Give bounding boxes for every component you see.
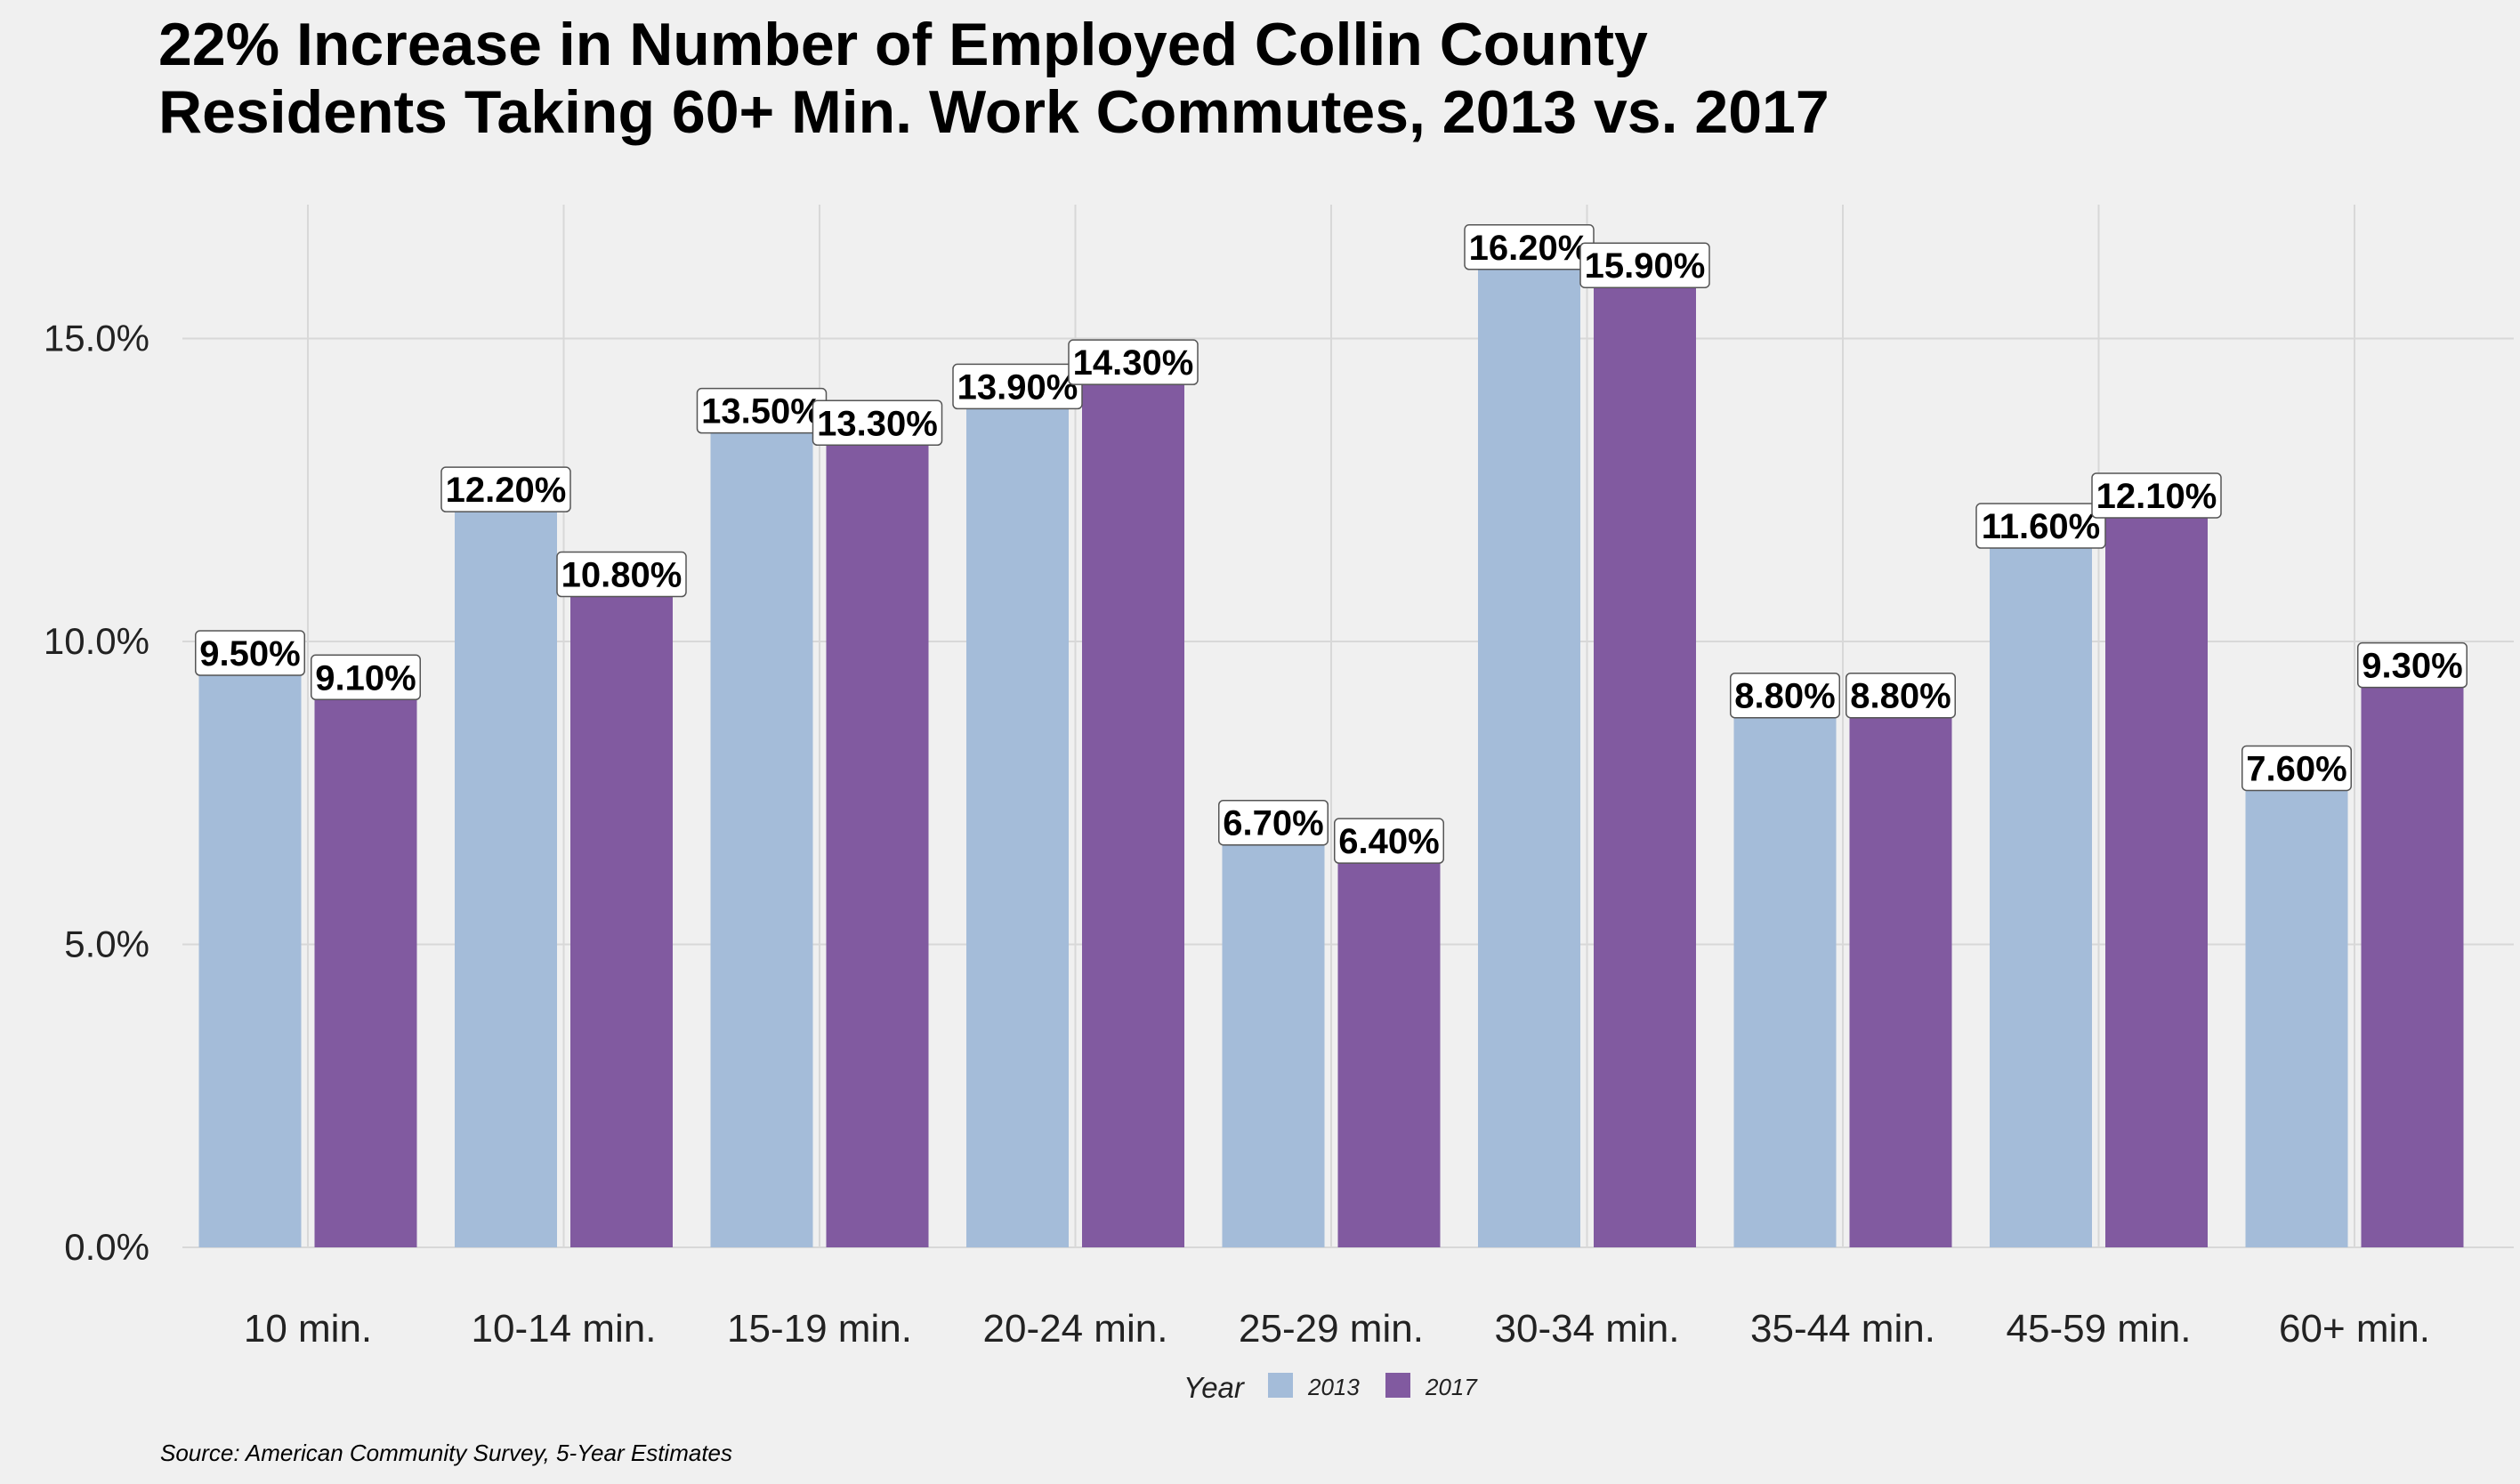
data-label-box	[952, 363, 1083, 410]
data-label-text: 9.30%	[2362, 647, 2462, 686]
data-label-text: 16.20%	[1469, 229, 1590, 268]
bar-2017	[826, 441, 929, 1247]
data-label-text: 8.80%	[1734, 677, 1835, 716]
data-label-text: 9.50%	[199, 634, 300, 673]
data-labels-group: 9.50% 9.10% 12.20% 10.80% 13.50%13.30% 13.90%…	[195, 224, 2468, 864]
x-tick-label: 20-24 min.	[983, 1307, 1168, 1351]
data-label-2013: 16.20%	[1464, 224, 1595, 270]
data-label-2017: 13.30%	[812, 399, 943, 447]
data-label-2017: 9.10%	[311, 654, 421, 701]
legend-label-2017: 2017	[1425, 1374, 1478, 1400]
bar-2013	[966, 405, 1069, 1247]
bars-group	[198, 265, 2464, 1248]
x-tick-label: 35-44 min.	[1750, 1307, 1935, 1351]
legend: Year 2013 2017	[1183, 1371, 1478, 1404]
data-label-text: 7.60%	[2246, 749, 2346, 788]
data-label-box	[2241, 745, 2352, 792]
data-label-2013: 13.90%	[952, 363, 1083, 410]
data-label-2013: 11.60%	[1975, 503, 2106, 549]
source-note: Source: American Community Survey, 5-Yea…	[160, 1440, 733, 1466]
bar-2013	[198, 672, 302, 1247]
y-tick-label: 10.0%	[44, 620, 149, 662]
y-tick-label: 15.0%	[44, 318, 149, 359]
data-label-2017: 8.80%	[1846, 672, 1956, 719]
x-tick-label: 45-59 min.	[2007, 1307, 2192, 1351]
data-label-text: 9.10%	[315, 658, 416, 698]
chart-title: 22% Increase in Number of Employed Colli…	[158, 11, 1829, 146]
bar-2017	[1849, 714, 1952, 1247]
bar-2017	[570, 593, 673, 1247]
x-tick-label: 60+ min.	[2279, 1307, 2430, 1351]
legend-label-2013: 2013	[1307, 1374, 1360, 1400]
bar-2017	[314, 696, 417, 1247]
data-label-box	[440, 466, 571, 512]
data-label-box	[1334, 818, 1444, 864]
bar-2017	[1594, 284, 1696, 1248]
data-label-text: 12.10%	[2096, 477, 2217, 516]
x-tick-label: 10 min.	[244, 1307, 372, 1351]
data-label-box	[2357, 641, 2468, 689]
legend-swatch-2013	[1268, 1373, 1293, 1398]
data-label-2017: 15.90%	[1579, 242, 1710, 288]
data-label-text: 13.90%	[957, 367, 1078, 407]
data-label-box	[195, 630, 305, 676]
bar-2017	[2105, 513, 2208, 1247]
bar-2017	[1082, 381, 1184, 1247]
data-label-box	[1730, 672, 1840, 719]
data-label-2017: 14.30%	[1068, 339, 1199, 385]
data-label-box	[1068, 339, 1199, 385]
data-label-2013: 6.70%	[1218, 799, 1329, 846]
data-label-text: 8.80%	[1850, 677, 1951, 716]
bar-2013	[710, 429, 813, 1247]
data-label-box	[1975, 503, 2106, 549]
data-label-text: 15.90%	[1585, 246, 1706, 286]
bar-2017	[2361, 683, 2464, 1247]
x-tick-label: 25-29 min.	[1239, 1307, 1424, 1351]
bar-2013	[1733, 714, 1837, 1247]
data-label-2013: 13.50%	[696, 387, 828, 434]
bar-2013	[2245, 786, 2348, 1247]
x-tick-label: 30-34 min.	[1495, 1307, 1680, 1351]
data-label-box	[1218, 799, 1329, 846]
chart-title-line-1: 22% Increase in Number of Employed Colli…	[158, 11, 1648, 78]
data-label-box	[556, 551, 687, 598]
data-label-text: 13.50%	[701, 392, 822, 431]
bar-2017	[1337, 859, 1441, 1247]
data-label-text: 14.30%	[1073, 343, 1194, 383]
data-label-text: 6.40%	[1338, 822, 1439, 861]
data-label-text: 13.30%	[817, 404, 938, 443]
bar-2013	[1478, 265, 1580, 1247]
bar-2013	[1990, 544, 2092, 1247]
data-label-box	[1846, 672, 1956, 719]
data-label-box	[311, 654, 421, 701]
data-label-text: 6.70%	[1223, 804, 1323, 843]
legend-swatch-2017	[1385, 1373, 1410, 1398]
data-label-box	[1579, 242, 1710, 288]
bar-2013	[455, 508, 557, 1247]
chart-title-line-2: Residents Taking 60+ Min. Work Commutes,…	[158, 78, 1829, 146]
data-label-2013: 9.50%	[195, 630, 305, 676]
data-label-box	[812, 399, 943, 447]
data-label-2013: 7.60%	[2241, 745, 2352, 792]
data-label-text: 10.80%	[561, 556, 682, 595]
x-tick-label: 10-14 min.	[472, 1307, 657, 1351]
data-label-text: 12.20%	[446, 471, 567, 510]
data-label-2017: 12.10%	[2091, 472, 2222, 519]
legend-title: Year	[1183, 1371, 1246, 1404]
data-label-2017: 9.30%	[2357, 641, 2468, 689]
data-label-2013: 8.80%	[1730, 672, 1840, 719]
y-tick-label: 5.0%	[64, 923, 149, 965]
data-label-2017: 6.40%	[1334, 818, 1444, 864]
x-tick-label: 15-19 min.	[727, 1307, 912, 1351]
bar-2013	[1222, 841, 1325, 1247]
data-label-box	[2091, 472, 2222, 519]
y-tick-label: 0.0%	[64, 1226, 149, 1268]
data-label-2017: 10.80%	[556, 551, 687, 598]
data-label-2013: 12.20%	[440, 466, 571, 512]
data-label-text: 11.60%	[1982, 507, 2100, 546]
